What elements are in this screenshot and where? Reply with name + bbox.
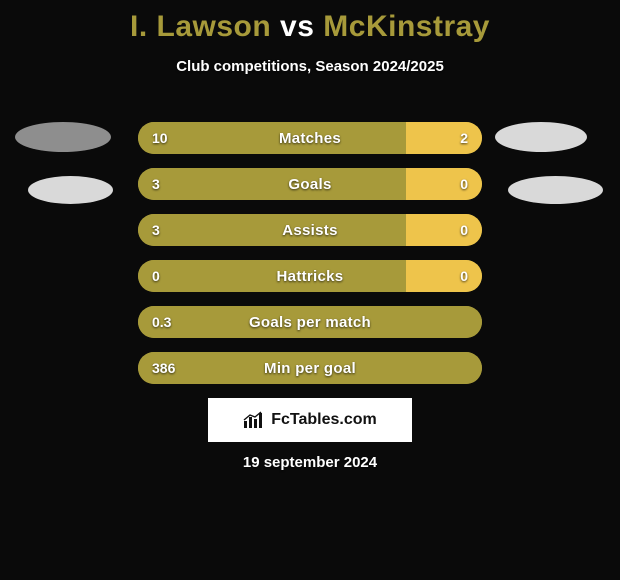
- decorative-oval: [28, 176, 113, 204]
- decorative-oval: [508, 176, 603, 204]
- subtitle: Club competitions, Season 2024/2025: [0, 58, 620, 75]
- bar-chart-icon: [243, 411, 265, 429]
- stat-row: 102Matches: [138, 122, 482, 154]
- player2-name: McKinstray: [323, 10, 490, 43]
- source-badge: FcTables.com: [208, 398, 412, 442]
- stat-label: Min per goal: [138, 352, 482, 384]
- decorative-oval: [15, 122, 111, 152]
- vs-separator: vs: [280, 10, 323, 43]
- stat-row: 00Hattricks: [138, 260, 482, 292]
- stat-row: 30Goals: [138, 168, 482, 200]
- player1-name: I. Lawson: [130, 10, 271, 43]
- stat-row: 30Assists: [138, 214, 482, 246]
- stats-list: 102Matches 30Goals 30Assists 00Hattricks 0.3…: [138, 122, 482, 398]
- stat-row: 386Min per goal: [138, 352, 482, 384]
- stat-label: Goals: [138, 168, 482, 200]
- stat-row: 0.3Goals per match: [138, 306, 482, 338]
- stat-label: Hattricks: [138, 260, 482, 292]
- date-label: 19 september 2024: [0, 454, 620, 471]
- stat-label: Assists: [138, 214, 482, 246]
- badge-text: FcTables.com: [271, 411, 377, 429]
- comparison-card: I. Lawson vs McKinstray Club competition…: [0, 0, 620, 580]
- stat-label: Matches: [138, 122, 482, 154]
- stat-label: Goals per match: [138, 306, 482, 338]
- page-title: I. Lawson vs McKinstray: [0, 0, 620, 44]
- decorative-oval: [495, 122, 587, 152]
